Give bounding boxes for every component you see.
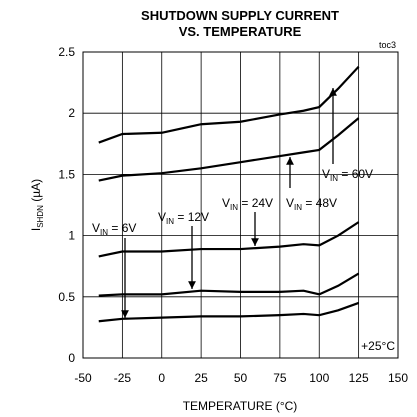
x-tick-label: 75 — [273, 371, 287, 385]
y-tick-label: 1.5 — [58, 167, 75, 181]
plot: -50 -25 0 25 50 75 100 125 150 0 0.5 1 1.5 2 2.5 — [58, 45, 408, 385]
series-label: VIN = 60V — [322, 167, 373, 183]
y-label-part: (µA) — [29, 179, 43, 205]
y-tick-label: 0.5 — [58, 290, 75, 304]
series-line — [98, 117, 360, 182]
chart-title: VS. TEMPERATURE — [179, 24, 302, 39]
series-line — [98, 65, 360, 144]
series-label: VIN = 6V — [92, 221, 136, 237]
series-line — [98, 301, 359, 323]
y-axis-label: ISHDN (µA) — [29, 179, 45, 231]
annotation: +25°C — [361, 339, 395, 353]
y-tick-label: 2.5 — [58, 45, 75, 59]
x-tick-label: 0 — [158, 371, 165, 385]
series-label: VIN = 24V — [222, 196, 273, 212]
series-labels: VIN = 60V VIN = 48V VIN = 24V VIN = 12V … — [92, 167, 373, 237]
x-tick-label: 50 — [234, 371, 248, 385]
y-tick-label: 1 — [68, 229, 75, 243]
y-label-part: SHDN — [36, 205, 45, 228]
series-line — [98, 272, 360, 297]
x-axis-label: TEMPERATURE (°C) — [183, 399, 298, 413]
x-tick-label: 100 — [309, 371, 329, 385]
x-tick-label: -50 — [74, 371, 92, 385]
x-tick-label: 150 — [388, 371, 408, 385]
chart-title: SHUTDOWN SUPPLY CURRENT — [141, 8, 339, 23]
arrows — [121, 88, 337, 318]
series-line — [98, 221, 360, 258]
y-label-part: I — [29, 228, 43, 231]
series-label: VIN = 48V — [286, 196, 337, 212]
x-tick-label: 25 — [194, 371, 208, 385]
y-tick-label: 2 — [68, 106, 75, 120]
x-tick-label: 125 — [349, 371, 369, 385]
annotation: toc3 — [379, 40, 396, 50]
series-label: VIN = 12V — [158, 210, 209, 226]
plot-frame — [82, 51, 399, 359]
y-tick-label: 0 — [68, 351, 75, 365]
x-tick-label: -25 — [114, 371, 132, 385]
